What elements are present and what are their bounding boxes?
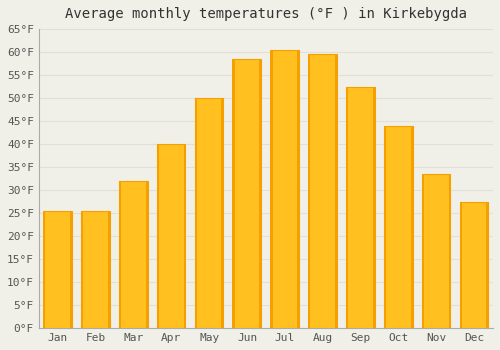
Bar	[308, 54, 337, 328]
Bar	[297, 50, 300, 328]
Bar	[194, 98, 197, 328]
Bar	[335, 54, 338, 328]
Bar	[232, 59, 234, 328]
Bar	[486, 202, 488, 328]
Bar	[157, 144, 186, 328]
Bar	[346, 86, 375, 328]
Bar	[270, 50, 272, 328]
Bar	[460, 202, 488, 328]
Bar	[81, 211, 84, 328]
Bar	[233, 59, 261, 328]
Bar	[43, 211, 46, 328]
Bar	[146, 181, 148, 328]
Bar	[184, 144, 186, 328]
Bar	[195, 98, 224, 328]
Bar	[308, 54, 310, 328]
Bar	[410, 126, 413, 328]
Bar	[222, 98, 224, 328]
Bar	[44, 211, 72, 328]
Bar	[108, 211, 110, 328]
Bar	[422, 174, 424, 328]
Bar	[270, 50, 299, 328]
Bar	[384, 126, 386, 328]
Title: Average monthly temperatures (°F ) in Kirkebygda: Average monthly temperatures (°F ) in Ki…	[65, 7, 467, 21]
Bar	[373, 86, 375, 328]
Bar	[70, 211, 72, 328]
Bar	[460, 202, 462, 328]
Bar	[422, 174, 450, 328]
Bar	[384, 126, 412, 328]
Bar	[346, 86, 348, 328]
Bar	[448, 174, 451, 328]
Bar	[260, 59, 262, 328]
Bar	[82, 211, 110, 328]
Bar	[119, 181, 121, 328]
Bar	[156, 144, 159, 328]
Bar	[119, 181, 148, 328]
